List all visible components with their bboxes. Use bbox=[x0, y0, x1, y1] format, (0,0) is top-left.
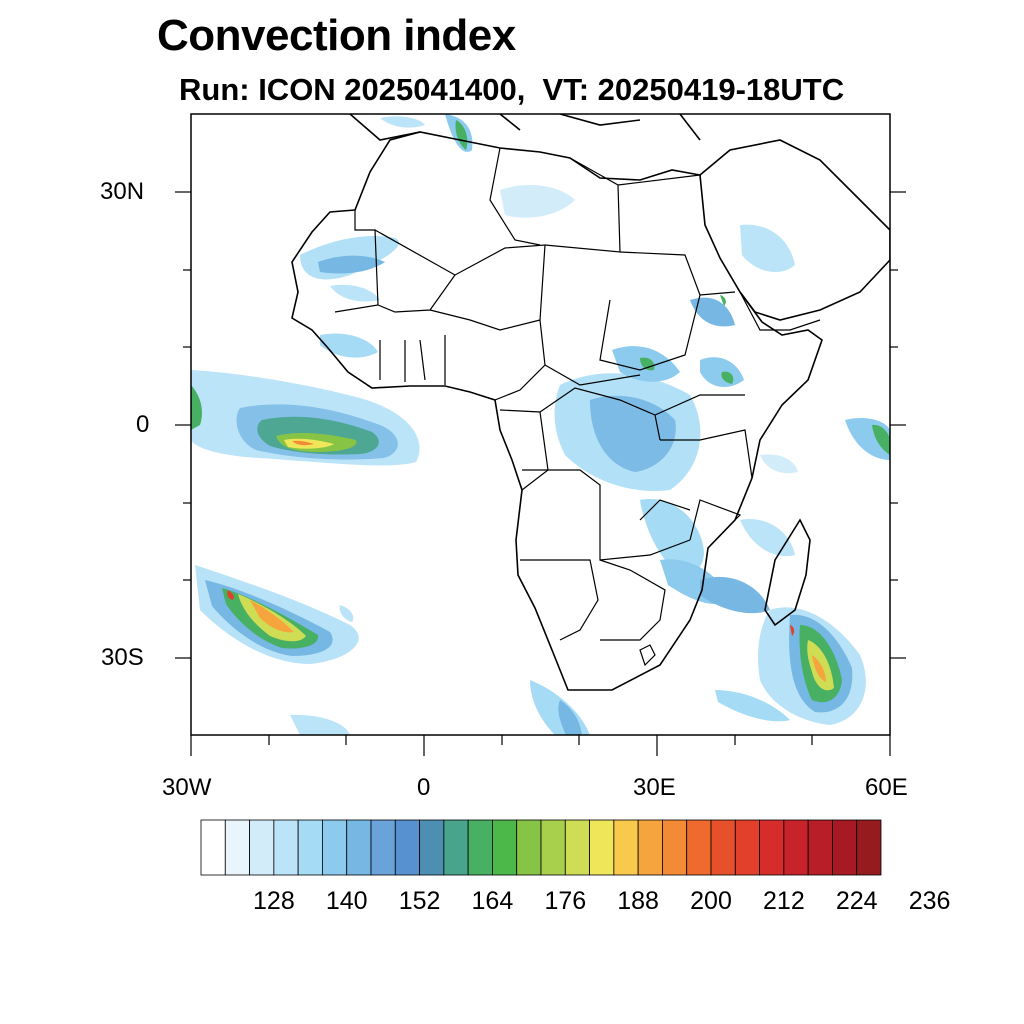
convection-cell bbox=[191, 385, 202, 430]
convection-cell bbox=[740, 519, 795, 557]
colorbar-swatch bbox=[322, 819, 348, 876]
convection-cell bbox=[227, 590, 235, 600]
convection-cell bbox=[640, 499, 704, 575]
convection-cell bbox=[720, 295, 726, 306]
colorbar-swatch bbox=[249, 819, 275, 876]
convection-cell bbox=[558, 700, 582, 735]
africa-coastline bbox=[291, 131, 823, 691]
convection-cell bbox=[320, 333, 378, 358]
colorbar-swatch bbox=[832, 819, 858, 876]
colorbar-swatch bbox=[734, 819, 760, 876]
arabia-coastline bbox=[699, 139, 890, 321]
convection-cell bbox=[690, 297, 735, 327]
colorbar-label: 212 bbox=[763, 887, 805, 915]
colorbar-swatch bbox=[394, 819, 420, 876]
colorbar-label: 188 bbox=[617, 887, 659, 915]
colorbar-label: 236 bbox=[908, 887, 951, 915]
convection-cell bbox=[330, 284, 380, 302]
colorbar-swatch bbox=[467, 819, 493, 876]
colorbar-swatch bbox=[589, 819, 615, 876]
convection-cell bbox=[318, 255, 385, 274]
europe-coastline bbox=[349, 114, 701, 141]
colorbar-swatch bbox=[370, 819, 396, 876]
lon-label-30w: 30W bbox=[162, 774, 212, 801]
colorbar-swatch bbox=[564, 819, 590, 876]
colorbar-label: 140 bbox=[325, 887, 368, 915]
colorbar-swatch bbox=[224, 819, 250, 876]
colorbar-swatch bbox=[686, 819, 712, 876]
colorbar-label: 224 bbox=[835, 887, 878, 915]
colorbar-swatch bbox=[273, 819, 299, 876]
colorbar-swatch bbox=[662, 819, 688, 876]
colorbar-swatch bbox=[783, 819, 809, 876]
colorbar-swatch bbox=[492, 819, 518, 876]
colorbar-swatch bbox=[856, 819, 882, 876]
convection-cell bbox=[290, 714, 350, 735]
convection-cell bbox=[715, 690, 790, 722]
colorbar-swatch bbox=[419, 819, 445, 876]
convection-cell bbox=[760, 454, 798, 474]
colorbar-swatch bbox=[297, 819, 323, 876]
convection-cell bbox=[812, 655, 826, 682]
madagascar-coastline bbox=[764, 518, 811, 627]
colorbar-swatch bbox=[200, 819, 226, 876]
colorbar-swatch bbox=[540, 819, 566, 876]
convection-cell bbox=[339, 605, 354, 622]
plot-subtitle: Run: ICON 2025041400, VT: 20250419-18UTC bbox=[179, 72, 845, 107]
colorbar-label: 128 bbox=[253, 887, 295, 915]
lat-label-30s: 30S bbox=[101, 644, 144, 671]
lon-ticks bbox=[190, 735, 891, 756]
convection-field bbox=[191, 114, 890, 735]
lat-label-0: 0 bbox=[136, 411, 150, 438]
colorbar-swatch bbox=[710, 819, 736, 876]
convection-cell bbox=[380, 116, 425, 128]
colorbar-swatch bbox=[516, 819, 542, 876]
colorbar-label: 176 bbox=[544, 887, 587, 915]
convection-cell bbox=[640, 357, 655, 371]
colorbar-swatch bbox=[759, 819, 785, 876]
convection-cell bbox=[872, 424, 890, 455]
colorbar-swatch bbox=[443, 819, 469, 876]
convection-cell bbox=[455, 120, 468, 150]
lon-label-60e: 60E bbox=[865, 774, 908, 801]
lon-label-30e: 30E bbox=[633, 774, 676, 801]
colorbar-label: 152 bbox=[398, 887, 441, 915]
colorbar-swatch bbox=[346, 819, 372, 876]
colorbar-swatch bbox=[613, 819, 639, 876]
convection-cell bbox=[700, 576, 770, 614]
colorbar-label: 200 bbox=[690, 887, 732, 915]
coastlines bbox=[291, 114, 890, 691]
colorbar bbox=[200, 819, 882, 876]
plot-title: Convection index bbox=[157, 11, 516, 60]
convection-cell bbox=[790, 625, 795, 636]
lon-label-0: 0 bbox=[417, 774, 431, 801]
convection-cell bbox=[250, 600, 294, 633]
convection-cell bbox=[500, 185, 575, 218]
lat-label-30n: 30N bbox=[100, 178, 145, 205]
colorbar-label: 164 bbox=[471, 887, 514, 915]
colorbar-swatch bbox=[637, 819, 663, 876]
lat-ticks bbox=[175, 191, 906, 659]
convection-cell bbox=[740, 224, 795, 273]
country-borders bbox=[334, 147, 821, 667]
convection-cell bbox=[292, 440, 314, 446]
colorbar-swatch bbox=[807, 819, 833, 876]
convection-cell bbox=[721, 371, 734, 384]
